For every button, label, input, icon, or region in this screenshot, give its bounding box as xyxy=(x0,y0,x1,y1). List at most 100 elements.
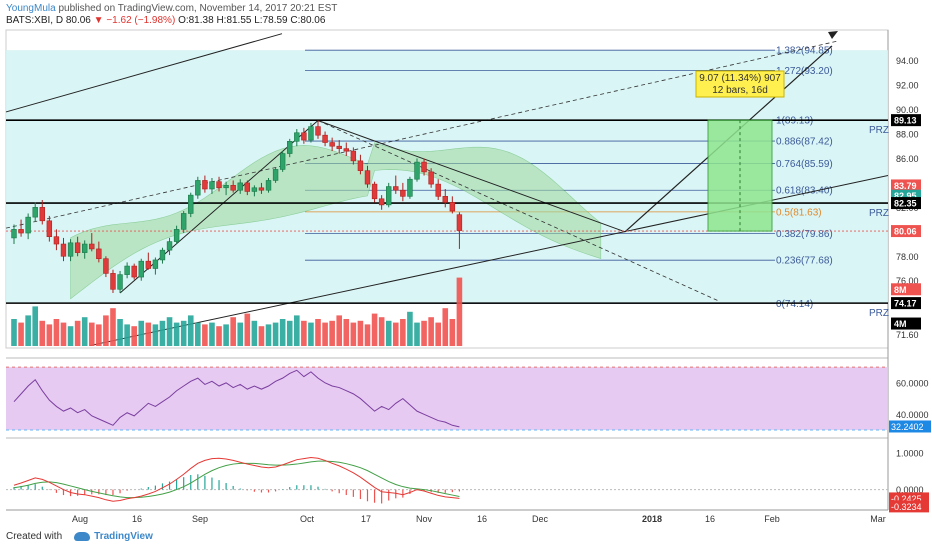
candle-body xyxy=(421,161,427,173)
candle-body xyxy=(350,150,357,162)
candle-body xyxy=(237,182,243,191)
volume-bar xyxy=(11,319,17,346)
author-name[interactable]: YoungMula xyxy=(6,3,56,14)
prz-label: PRZ xyxy=(869,208,889,219)
fib-level-label: 0.886(87.42) xyxy=(776,137,833,148)
price-tag xyxy=(891,317,921,330)
volume-bar xyxy=(364,324,371,346)
volume-bar xyxy=(265,324,272,346)
volume-bar xyxy=(124,324,130,346)
price-tag xyxy=(891,179,921,192)
candle-body xyxy=(357,160,364,171)
volume-bar xyxy=(53,319,60,346)
volume-bar xyxy=(81,317,88,346)
macd-last-label: -0.2425 xyxy=(891,494,922,504)
candle-body xyxy=(230,185,236,191)
price-tag-label: 74.17 xyxy=(894,299,917,309)
candle-body xyxy=(442,196,448,203)
symbol-ohlc-line: BATS:XBI, D 80.06 ▼ −1.62 (−1.98%) O:81.… xyxy=(6,15,325,26)
volume-bar xyxy=(67,326,74,346)
volume-bar xyxy=(407,311,413,346)
candle-body xyxy=(180,213,187,230)
rsi-last-tag xyxy=(889,420,931,433)
macd-signal-line xyxy=(13,460,460,499)
volume-bar xyxy=(294,315,300,346)
volume-bar xyxy=(138,320,145,346)
footer: Created with TradingView xyxy=(6,531,153,542)
candle-body xyxy=(145,260,152,269)
volume-bar xyxy=(421,320,427,346)
prz-label: PRZ xyxy=(869,125,889,136)
upper-channel-line xyxy=(5,33,283,113)
fib-level-label: 0(74.14) xyxy=(776,299,813,310)
tradingview-brand-link[interactable]: TradingView xyxy=(94,531,153,542)
time-tick-label: Sep xyxy=(192,514,208,524)
volume-bar xyxy=(173,322,180,346)
volume-bar xyxy=(279,319,286,346)
volume-bar xyxy=(442,308,449,346)
macd-line xyxy=(13,456,460,502)
dashed-projection-line xyxy=(317,120,721,302)
volume-bar xyxy=(428,317,434,346)
candle-body xyxy=(336,145,342,149)
close-value: C:80.06 xyxy=(290,15,326,26)
volume-bar xyxy=(301,320,307,346)
volume-bar xyxy=(414,322,420,346)
volume-bar xyxy=(131,326,137,346)
measure-tooltip xyxy=(695,70,785,98)
volume-bar xyxy=(25,315,31,346)
candle-body xyxy=(152,259,159,269)
time-tick-label: Mar xyxy=(870,514,886,524)
time-tick-label: Dec xyxy=(532,514,549,524)
candle-body xyxy=(322,134,328,143)
price-tag-label: 82.35 xyxy=(894,199,917,209)
volume-bar xyxy=(336,315,343,346)
last-price: 80.06 xyxy=(65,15,91,26)
price-tag xyxy=(891,114,921,127)
volume-bar xyxy=(371,313,378,346)
candle-body xyxy=(103,258,109,274)
rsi-tick-label: 60.0000 xyxy=(896,378,929,388)
volume-bar xyxy=(392,322,399,346)
candle-body xyxy=(216,181,222,189)
open-value: O:81.38 xyxy=(178,15,214,26)
price-tick-label: 94.00 xyxy=(896,56,919,66)
candle-body xyxy=(386,186,392,206)
price-tick-label: 76.00 xyxy=(896,276,919,286)
volume-bar xyxy=(216,326,222,346)
volume-bar xyxy=(286,320,293,346)
volume-bar xyxy=(18,322,24,346)
volume-bar xyxy=(39,320,46,346)
price-tick-label: 90.00 xyxy=(896,105,919,115)
time-tick-label: 16 xyxy=(477,514,487,524)
volume-bar xyxy=(258,326,265,346)
candle-body xyxy=(209,181,215,190)
fib-level-label: 0.382(79.86) xyxy=(776,229,833,240)
change-value: −1.62 (−1.98%) xyxy=(106,15,176,26)
time-tick-label: 17 xyxy=(361,514,371,524)
fib-level-label: 0.764(85.59) xyxy=(776,159,833,170)
volume-bar xyxy=(74,320,81,346)
candle-body xyxy=(202,180,208,190)
prz-label: PRZ xyxy=(869,308,889,319)
candle-body xyxy=(223,185,229,189)
candle-body xyxy=(67,242,74,257)
volume-bar xyxy=(244,313,251,346)
published-text: published on TradingView.com, November 1… xyxy=(58,3,338,14)
volume-bar xyxy=(449,319,456,346)
volume-bar xyxy=(400,319,406,346)
candle-body xyxy=(329,142,335,147)
volume-bar xyxy=(32,306,39,346)
price-tick-label: 78.00 xyxy=(896,252,919,262)
volume-bar xyxy=(195,322,201,346)
volume-bar xyxy=(117,319,123,346)
volume-bar xyxy=(378,317,385,346)
candle-body xyxy=(400,189,406,197)
candle-body xyxy=(117,274,123,290)
volume-bar xyxy=(159,320,166,346)
candle-body xyxy=(53,236,60,245)
publish-header: YoungMula published on TradingView.com, … xyxy=(6,3,337,14)
candle-body xyxy=(173,229,180,242)
macd-last-label: -0.3234 xyxy=(891,502,922,512)
